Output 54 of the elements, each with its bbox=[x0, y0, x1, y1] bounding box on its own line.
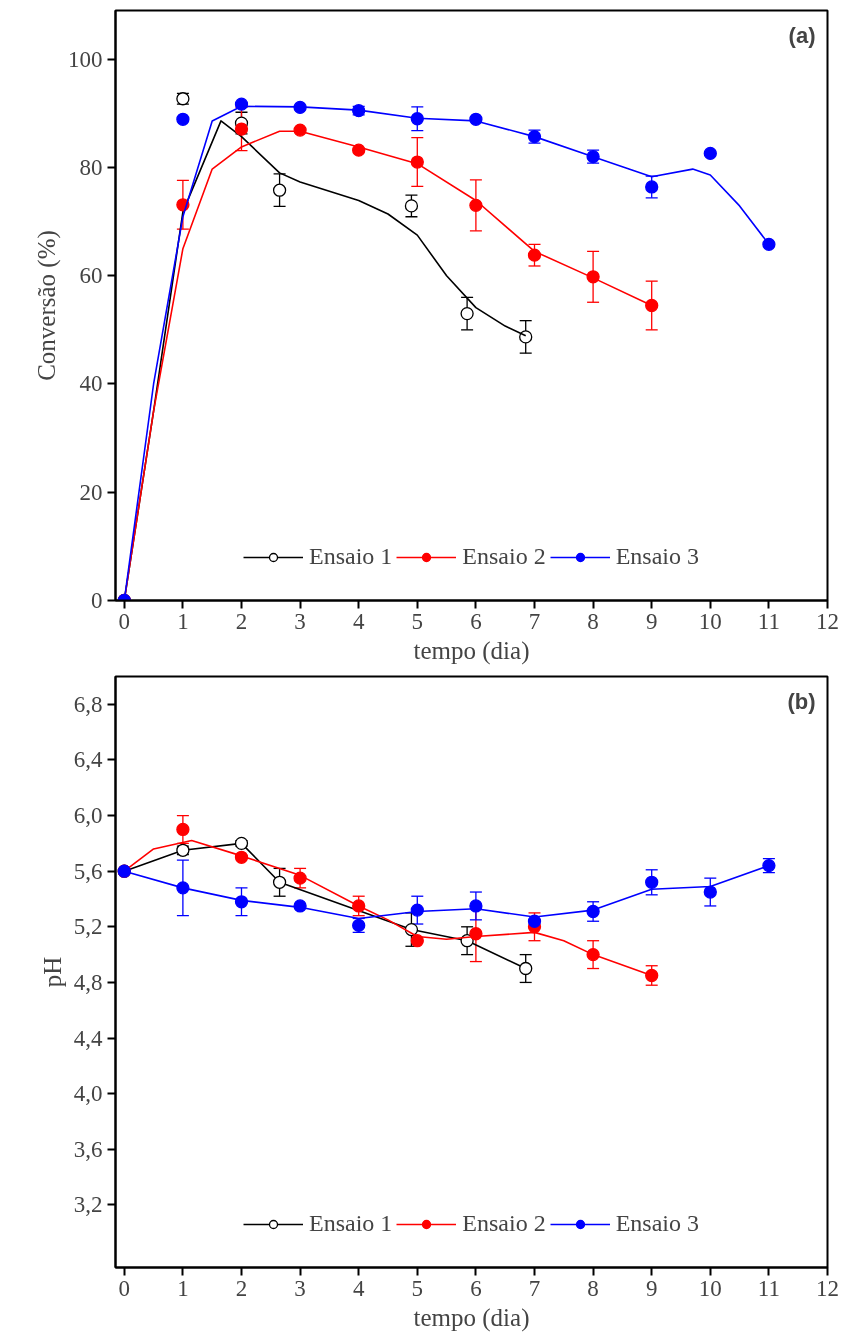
legend-label: Ensaio 3 bbox=[615, 543, 699, 570]
legend-label: Ensaio 2 bbox=[462, 1210, 546, 1237]
x-tick-label: 7 bbox=[528, 608, 541, 634]
x-tick-label: 5 bbox=[411, 1275, 424, 1301]
x-tick-label: 5 bbox=[411, 608, 424, 634]
y-tick-label: 40 bbox=[79, 371, 103, 397]
x-tick-label: 10 bbox=[698, 608, 722, 634]
y-tick-label: 4,0 bbox=[73, 1081, 103, 1107]
x-tick-label: 7 bbox=[528, 1275, 541, 1301]
y-tick-label: 6,8 bbox=[73, 691, 103, 717]
y-tick-label: 60 bbox=[79, 263, 103, 289]
y-tick-label: 100 bbox=[68, 46, 103, 72]
y-axis-title: Conversão (%) bbox=[33, 230, 61, 381]
y-tick-label: 0 bbox=[91, 588, 103, 613]
y-tick-label: 80 bbox=[79, 154, 103, 180]
x-tick-label: 3 bbox=[294, 1275, 306, 1301]
legend-label: Ensaio 1 bbox=[309, 543, 393, 570]
y-tick-label: 20 bbox=[79, 479, 103, 505]
x-tick-label: 0 bbox=[118, 608, 131, 634]
x-tick-label: 6 bbox=[470, 608, 482, 634]
y-tick-label: 5,6 bbox=[73, 858, 103, 884]
x-tick-label: 8 bbox=[587, 1275, 599, 1301]
x-tick-label: 9 bbox=[645, 1275, 658, 1301]
y-tick-label: 6,0 bbox=[73, 803, 103, 829]
x-axis-title: tempo (dia) bbox=[413, 636, 530, 665]
x-tick-label: 2 bbox=[235, 1275, 248, 1301]
annotation: (b) bbox=[787, 688, 816, 714]
y-tick-label: 5,2 bbox=[73, 914, 103, 940]
x-tick-label: 11 bbox=[757, 1275, 780, 1301]
x-tick-label: 0 bbox=[118, 1275, 131, 1301]
x-tick-label: 2 bbox=[235, 608, 248, 634]
legend-label: Ensaio 1 bbox=[309, 1210, 393, 1237]
x-tick-label: 4 bbox=[352, 1275, 365, 1301]
x-tick-label: 10 bbox=[698, 1275, 722, 1301]
x-tick-label: 1 bbox=[177, 1275, 189, 1301]
x-axis-title: tempo (dia) bbox=[413, 1303, 530, 1332]
x-tick-label: 12 bbox=[816, 608, 839, 634]
x-tick-label: 8 bbox=[587, 608, 599, 634]
x-tick-label: 1 bbox=[177, 608, 189, 634]
y-tick-label: 3,6 bbox=[73, 1136, 103, 1162]
x-tick-label: 11 bbox=[757, 608, 780, 634]
y-tick-label: 3,2 bbox=[73, 1192, 103, 1218]
x-tick-label: 3 bbox=[294, 608, 306, 634]
x-tick-label: 4 bbox=[352, 608, 365, 634]
x-tick-label: 9 bbox=[645, 608, 658, 634]
legend-label: Ensaio 2 bbox=[462, 543, 546, 570]
y-tick-label: 4,8 bbox=[73, 969, 103, 995]
x-tick-label: 12 bbox=[816, 1275, 839, 1301]
y-tick-label: 4,4 bbox=[73, 1025, 103, 1051]
y-tick-label: 6,4 bbox=[73, 747, 103, 773]
annotation: (a) bbox=[788, 22, 816, 48]
x-tick-label: 6 bbox=[470, 1275, 482, 1301]
legend-label: Ensaio 3 bbox=[615, 1210, 699, 1237]
y-axis-title: pH bbox=[38, 956, 66, 988]
